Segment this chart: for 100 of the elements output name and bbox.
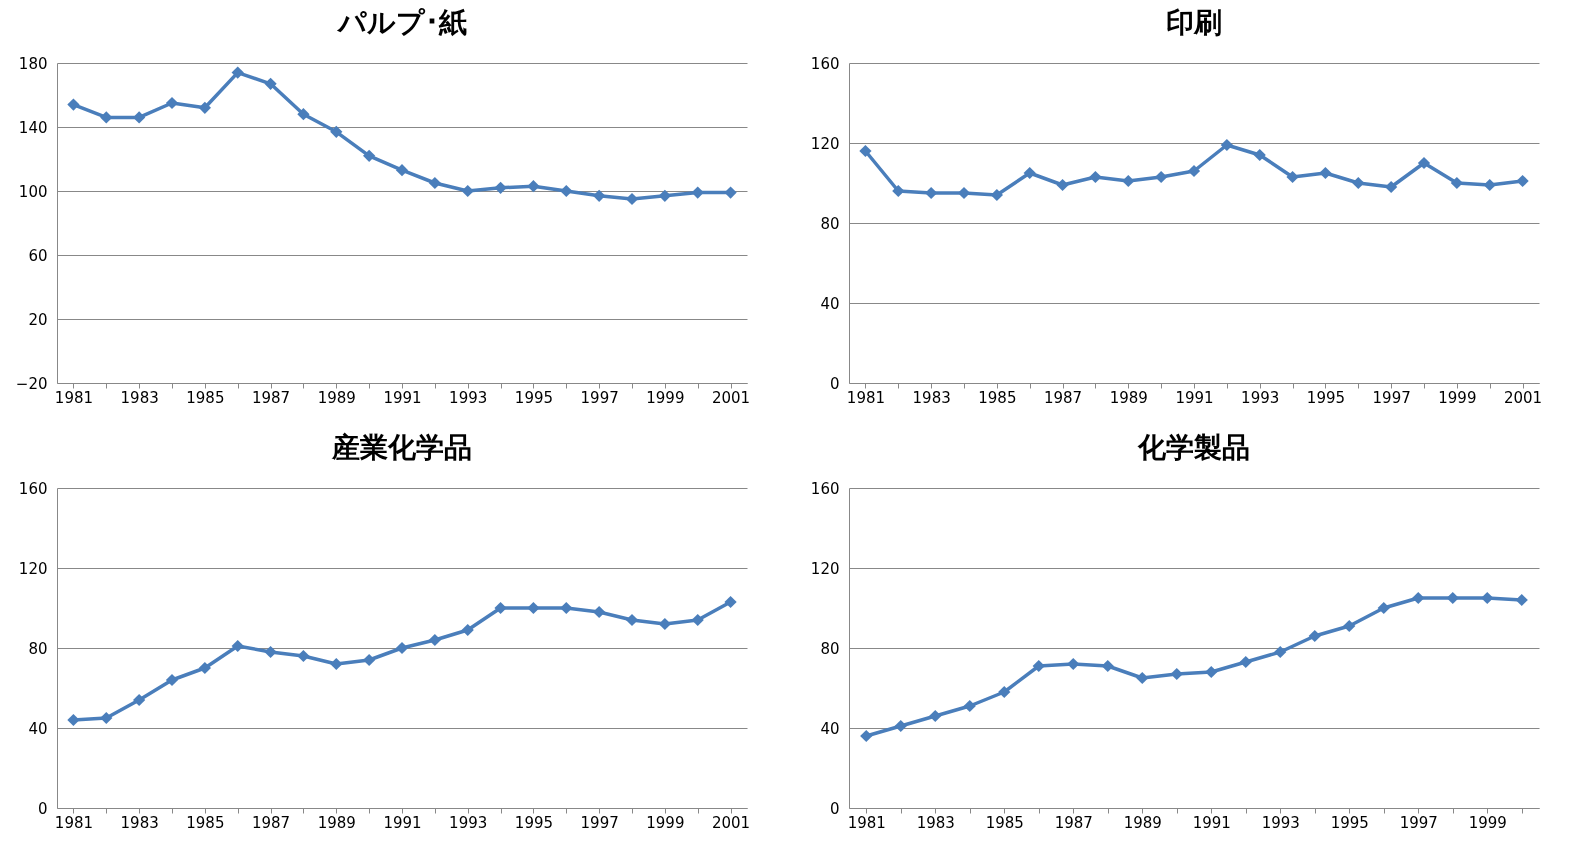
y-tick-label: 120 xyxy=(810,134,840,153)
y-tick-label: 160 xyxy=(810,54,840,73)
point xyxy=(1067,657,1080,671)
point xyxy=(925,186,938,200)
x-tick-label: 1981 xyxy=(846,388,886,407)
point xyxy=(894,719,907,733)
x-tick-label: 1995 xyxy=(1306,388,1346,407)
point xyxy=(264,645,277,659)
point xyxy=(1239,655,1252,669)
x-tick-label: 1983 xyxy=(916,813,955,832)
y-tick-label: 160 xyxy=(810,479,840,498)
y-tick-label: 0 xyxy=(829,374,840,393)
x-tick-label: 1981 xyxy=(54,813,94,832)
x-tick-label: 1983 xyxy=(120,813,159,832)
y-tick-label: 120 xyxy=(18,559,48,578)
point xyxy=(625,192,639,206)
point xyxy=(1122,174,1135,188)
y-tick-label: 80 xyxy=(28,639,48,658)
y-tick-label: −20 xyxy=(15,374,48,393)
x-tick-label: 1997 xyxy=(1399,813,1438,832)
point xyxy=(198,101,211,114)
point xyxy=(494,181,507,194)
x-tick-label: 1983 xyxy=(912,388,951,407)
x-tick-label: 1985 xyxy=(978,388,1017,407)
x-tick-label: 1993 xyxy=(1261,813,1300,832)
point xyxy=(1352,176,1365,190)
x-tick-label: 1993 xyxy=(1241,388,1280,407)
y-tick-label: 140 xyxy=(18,118,48,137)
point xyxy=(1481,591,1494,605)
point xyxy=(395,641,409,655)
point xyxy=(494,601,507,615)
point xyxy=(892,184,905,198)
y-tick-label: 120 xyxy=(810,559,840,578)
point xyxy=(560,601,573,615)
x-tick-label: 1991 xyxy=(1192,813,1231,832)
y-tick-label: 60 xyxy=(28,246,48,265)
x-tick-label: 1997 xyxy=(1372,388,1411,407)
y-tick-label: 80 xyxy=(820,214,840,233)
x-tick-label: 1989 xyxy=(317,813,356,832)
point xyxy=(1515,593,1528,607)
point xyxy=(1343,619,1356,633)
point xyxy=(461,623,474,637)
point xyxy=(1187,164,1201,178)
point xyxy=(231,639,244,653)
point xyxy=(691,613,704,627)
point xyxy=(658,189,671,202)
point xyxy=(100,711,113,725)
y-tick-label: 40 xyxy=(820,719,840,738)
x-tick-label: 1997 xyxy=(580,388,619,407)
y-tick-label: 20 xyxy=(28,310,48,329)
point xyxy=(1253,148,1266,162)
point xyxy=(593,189,606,202)
x-tick-label: 2001 xyxy=(711,813,751,832)
point xyxy=(1286,170,1299,184)
x-tick-label: 2001 xyxy=(1503,388,1543,407)
x-tick-label: 1993 xyxy=(449,388,488,407)
point xyxy=(1274,645,1287,659)
y-tick-label: 100 xyxy=(18,182,48,201)
point xyxy=(330,125,343,138)
point xyxy=(593,605,606,619)
point xyxy=(625,613,639,627)
x-tick-label: 1981 xyxy=(54,388,94,407)
point xyxy=(67,98,80,111)
point xyxy=(1023,166,1036,180)
y-tick-label: 80 xyxy=(820,639,840,658)
point xyxy=(231,66,244,79)
point xyxy=(165,673,179,687)
point xyxy=(1220,138,1233,152)
point xyxy=(428,176,441,190)
y-tick-label: 0 xyxy=(829,799,840,818)
x-tick-label: 1997 xyxy=(580,813,619,832)
chart-title: パルプ･紙 xyxy=(335,6,467,39)
x-tick-label: 1983 xyxy=(120,388,159,407)
x-tick-label: 1989 xyxy=(1109,388,1148,407)
point xyxy=(1483,178,1496,192)
x-tick-label: 1999 xyxy=(646,388,685,407)
point xyxy=(67,713,80,727)
x-tick-label: 1993 xyxy=(449,813,488,832)
point xyxy=(264,77,277,90)
point xyxy=(330,657,343,671)
point xyxy=(363,653,376,667)
point xyxy=(1308,629,1321,643)
point xyxy=(1412,591,1425,605)
point xyxy=(1377,601,1390,615)
x-tick-label: 1985 xyxy=(985,813,1024,832)
y-tick-label: 160 xyxy=(18,479,48,498)
chart-title: 産業化学品 xyxy=(331,431,472,464)
point xyxy=(133,111,146,124)
point xyxy=(1446,591,1459,605)
chart-title: 化学製品 xyxy=(1137,431,1250,464)
point xyxy=(1385,180,1398,194)
x-tick-label: 1991 xyxy=(1175,388,1214,407)
point xyxy=(395,164,409,177)
x-tick-label: 1989 xyxy=(317,388,356,407)
chart-title: 印刷 xyxy=(1166,6,1222,39)
point xyxy=(1089,170,1102,184)
y-tick-label: 180 xyxy=(18,54,48,73)
point xyxy=(133,693,146,707)
point xyxy=(1170,667,1183,681)
point xyxy=(1155,170,1168,184)
